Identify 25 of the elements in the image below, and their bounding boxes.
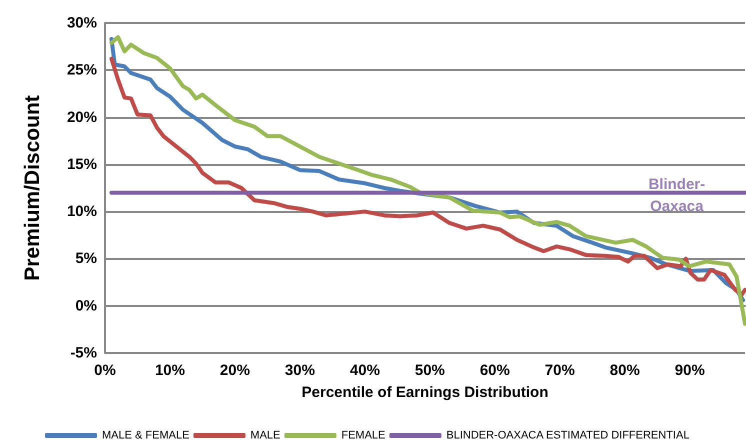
y-tick-label: 10% xyxy=(66,203,97,220)
y-tick-label: 25% xyxy=(66,62,97,79)
x-tick-label: 20% xyxy=(220,362,250,379)
legend-label: MALE xyxy=(250,430,280,442)
x-tick-label: 0% xyxy=(94,362,116,379)
x-tick-label: 30% xyxy=(284,362,315,379)
y-axis-title: Premium/Discount xyxy=(21,95,44,281)
legend-label: BLINDER-OAXACA ESTIMATED DIFFERENTIAL xyxy=(446,430,690,442)
x-tick-label: 10% xyxy=(154,362,185,379)
y-tick-label: 0% xyxy=(75,297,97,314)
x-tick-label: 40% xyxy=(350,362,380,379)
y-tick-label: 15% xyxy=(66,156,97,173)
y-tick-label: 5% xyxy=(75,250,97,268)
x-tick-label: 60% xyxy=(480,362,510,379)
legend-label: MALE & FEMALE xyxy=(102,430,190,442)
x-tick-label: 80% xyxy=(610,362,640,379)
y-tick-label: 30% xyxy=(66,14,97,32)
x-tick-label: 50% xyxy=(414,362,445,379)
x-tick-label: 70% xyxy=(544,362,575,379)
x-axis-title: Percentile of Earnings Distribution xyxy=(302,384,548,401)
annotation: Blinder-Oaxaca xyxy=(648,176,706,216)
y-tick-label: 20% xyxy=(66,108,97,126)
legend-label: FEMALE xyxy=(341,430,386,442)
y-tick-label: -5% xyxy=(70,344,97,362)
x-tick-label: 90% xyxy=(674,362,705,379)
